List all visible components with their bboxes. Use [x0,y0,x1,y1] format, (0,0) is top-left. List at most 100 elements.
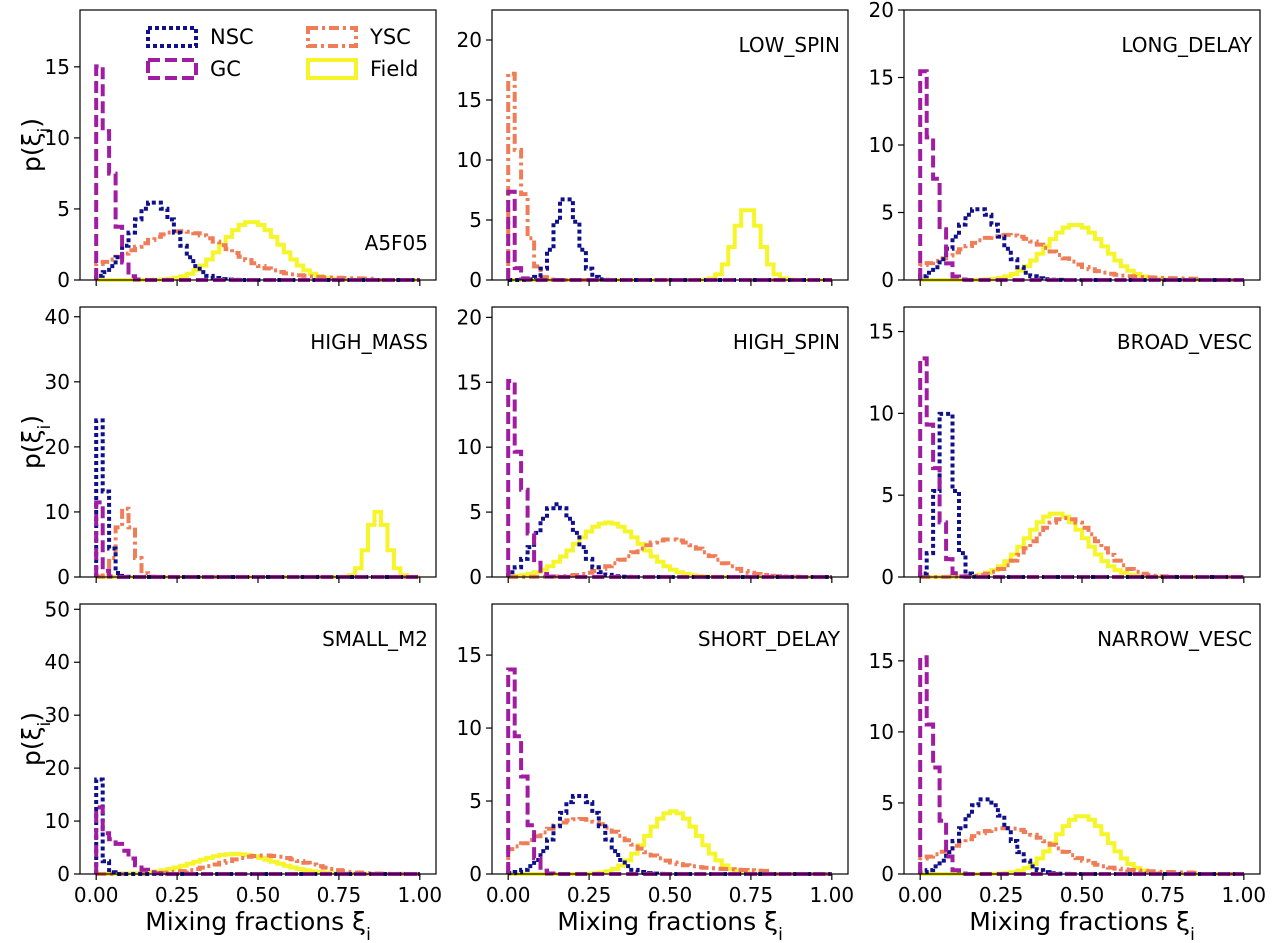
y-tick-label: 5 [469,208,482,232]
x-tick-label: 0.50 [1060,883,1105,907]
x-tick-label: 0.50 [236,883,281,907]
hist-gc [506,189,832,282]
hist-gc [506,667,832,876]
y-tick-label: 0 [57,268,70,292]
y-tick-label: 0 [881,862,894,886]
legend-label: GC [210,57,241,81]
y-tick-label: 10 [869,133,894,157]
hist-gc [918,69,1244,282]
y-tick-label: 10 [457,148,482,172]
panel-label: LONG_DELAY [1121,33,1252,57]
y-tick-label: 5 [469,500,482,524]
y-tick-label: 0 [469,862,482,886]
y-tick-label: 0 [881,268,894,292]
panel-label: LOW_SPIN [738,33,840,57]
subplot-broad-vesc: 0 5 10 15 BROAD_VESC [869,306,1261,589]
panel-label: A5F05 [365,231,428,255]
panel-label: SMALL_M2 [322,627,428,651]
x-tick-label: 0.50 [648,883,693,907]
legend-item-gc: GC [146,57,241,81]
y-tick-label: 5 [469,789,482,813]
y-tick-label: 10 [45,500,70,524]
y-tick-label: 0 [469,268,482,292]
y-tick-label: 15 [457,643,482,667]
y-tick-label: 20 [45,756,70,780]
y-tick-label: 10 [45,809,70,833]
hist-nsc [918,207,1244,282]
y-tick-label: 15 [869,66,894,90]
legend-label: Field [370,57,418,81]
hist-nsc [918,797,1244,876]
y-tick-label: 10 [869,720,894,744]
x-axis-label: Mixing fractions ξi [969,907,1195,943]
y-tick-label: 5 [881,791,894,815]
y-tick-label: 40 [45,305,70,329]
hist-nsc [918,411,1244,579]
hist-gc [506,379,832,579]
y-tick-label: 10 [45,126,70,150]
subplot-short-delay: 0 5 10 15 0.00 0.25 0.50 0.75 1.00 SHORT_DELAY Mix… [457,603,855,943]
panel-label: HIGH_MASS [310,330,428,354]
legend-label: NSC [210,25,254,49]
hist-ysc [506,817,832,876]
hist-ysc [918,232,1244,282]
y-tick-label: 5 [57,197,70,221]
hist-field [920,223,1244,282]
x-tick-label: 0.00 [486,883,531,907]
panel-label: NARROW_VESC [1097,627,1252,651]
y-tick-label: 0 [469,565,482,589]
panel-label: SHORT_DELAY [698,627,841,651]
panel-label: BROAD_VESC [1117,330,1252,354]
subplot-high-spin: 0 5 10 15 20 HIGH_SPIN [457,305,849,589]
legend-item-ysc: YSC [306,25,411,49]
y-tick-label: 15 [869,320,894,344]
y-tick-label: 15 [45,55,70,79]
legend-swatch [306,58,358,80]
legend-swatch [146,26,198,48]
legend-item-nsc: NSC [146,25,254,49]
hist-ysc [94,229,420,282]
y-tick-label: 20 [869,0,894,22]
hist-field [506,520,832,579]
x-tick-label: 1.00 [810,883,855,907]
hist-nsc [508,197,832,282]
x-tick-label: 0.25 [155,883,200,907]
x-tick-label: 0.25 [979,883,1024,907]
subplot-long-delay: 0 5 10 15 20 LONG_DELAY [869,0,1261,292]
y-tick-label: 50 [45,597,70,621]
hist-field [920,814,1244,876]
y-tick-label: 15 [869,649,894,673]
x-tick-label: 0.00 [74,883,119,907]
x-tick-label: 1.00 [1222,883,1267,907]
subplot-low-spin: 0 5 10 15 20 LOW_SPIN [457,9,849,292]
x-tick-label: 0.75 [1141,883,1186,907]
y-tick-label: 20 [45,435,70,459]
subplot-small-m2: 0 10 20 30 40 50 0.00 0.25 0.50 0.75 1.00 SMALL_M2 M… [17,597,442,943]
x-axis-label: Mixing fractions ξi [145,907,371,943]
hist-gc [918,356,1244,579]
hist-ysc [94,506,420,579]
hist-nsc [94,418,420,579]
y-tick-label: 15 [457,370,482,394]
x-tick-label: 0.75 [317,883,362,907]
subplot-narrow-vesc: 0 5 10 15 0.00 0.25 0.50 0.75 1.00 NARROW_VESC Mix… [869,603,1267,943]
legend-swatch [146,58,198,80]
y-tick-label: 10 [457,435,482,459]
legend: NSC YSC GC Field [146,25,418,81]
hist-ysc [920,516,1244,579]
y-tick-label: 15 [457,88,482,112]
y-tick-label: 20 [457,28,482,52]
hist-field [96,509,420,579]
hist-gc [94,500,420,579]
hist-ysc [918,826,1244,876]
legend-swatch [306,26,358,48]
y-tick-label: 20 [457,305,482,329]
y-tick-label: 0 [881,565,894,589]
x-axis-label: Mixing fractions ξi [557,907,783,943]
y-tick-label: 0 [57,862,70,886]
hist-field [508,809,832,876]
x-tick-label: 0.75 [729,883,774,907]
